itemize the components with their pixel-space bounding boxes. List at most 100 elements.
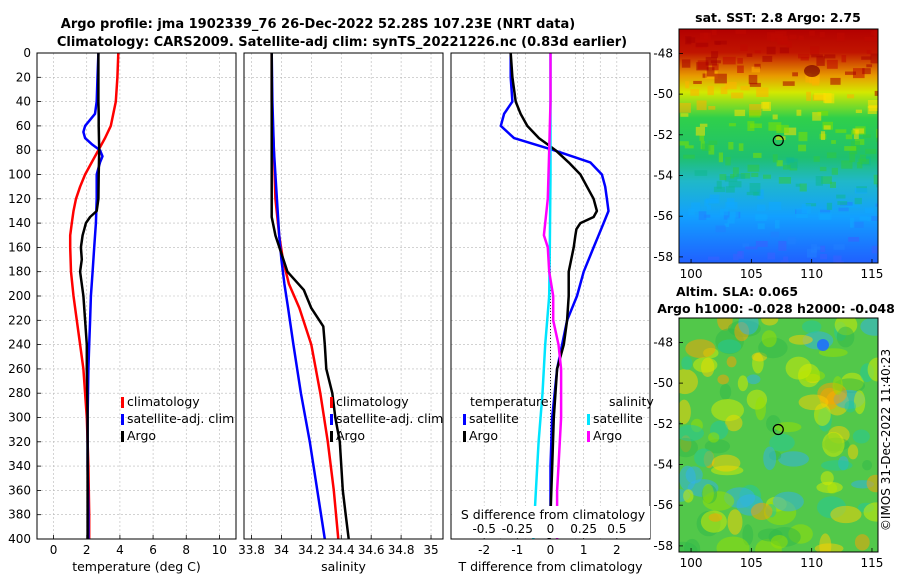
sla-texture bbox=[681, 356, 693, 370]
sst-texture bbox=[774, 220, 780, 229]
sst-texture bbox=[766, 46, 776, 55]
sst-texture bbox=[863, 134, 871, 138]
sla-texture bbox=[769, 434, 795, 452]
sst-texture bbox=[874, 90, 878, 96]
sst-texture bbox=[866, 64, 873, 68]
sst-texture bbox=[806, 91, 811, 101]
sst-texture bbox=[749, 104, 762, 112]
sla-texture bbox=[774, 422, 802, 433]
sst-texture bbox=[820, 245, 826, 252]
sst-texture bbox=[762, 101, 771, 111]
sst-texture bbox=[695, 42, 709, 47]
y-tick-label: 260 bbox=[8, 362, 31, 376]
sst-texture bbox=[854, 188, 868, 194]
sst-texture bbox=[810, 46, 820, 55]
sst-texture bbox=[729, 211, 739, 218]
sst-texture bbox=[736, 173, 746, 179]
sla-texture bbox=[727, 509, 743, 535]
y-tick-label: 100 bbox=[8, 168, 31, 182]
sst-texture bbox=[849, 152, 856, 163]
sst-texture bbox=[737, 65, 744, 73]
sst-texture bbox=[835, 129, 847, 133]
sst-texture bbox=[711, 51, 719, 58]
sla-texture bbox=[746, 374, 761, 385]
sst-texture bbox=[851, 130, 856, 135]
sst-texture bbox=[837, 201, 848, 205]
sla-texture bbox=[679, 399, 691, 425]
map-y-tick-label: -50 bbox=[653, 376, 673, 390]
sst-texture bbox=[787, 236, 796, 245]
sla-texture bbox=[822, 431, 845, 457]
sst-texture bbox=[833, 244, 845, 250]
sst-texture bbox=[681, 59, 691, 68]
map-y-tick-label: -58 bbox=[653, 250, 673, 264]
sst-texture bbox=[847, 94, 855, 99]
x-tick-label: 2 bbox=[83, 543, 91, 557]
sst-texture bbox=[708, 140, 718, 145]
legend-temp-satellite-label: satellite bbox=[469, 411, 519, 426]
sla-texture bbox=[719, 383, 732, 400]
sst-texture bbox=[745, 246, 758, 250]
y-tick-label: 240 bbox=[8, 338, 31, 352]
sla-texture bbox=[854, 534, 870, 551]
sst-texture bbox=[823, 93, 832, 103]
sst-texture bbox=[820, 131, 826, 140]
sla-texture bbox=[761, 318, 779, 326]
sst-texture bbox=[703, 214, 711, 218]
sst-texture bbox=[783, 164, 791, 170]
y-tick-label: 320 bbox=[8, 435, 31, 449]
sla-texture bbox=[737, 375, 749, 392]
sla-texture bbox=[704, 439, 731, 454]
sst-texture bbox=[699, 123, 708, 127]
sst-texture bbox=[838, 207, 849, 212]
sst-texture bbox=[740, 44, 748, 51]
sst-texture bbox=[705, 198, 719, 204]
s-tick-label: 0.25 bbox=[570, 522, 597, 536]
sla-texture bbox=[702, 484, 714, 504]
sst-texture bbox=[755, 214, 768, 220]
legend-satellite-label: satellite-adj. clim bbox=[127, 411, 234, 426]
sst-texture bbox=[725, 186, 735, 193]
sst-texture bbox=[699, 32, 711, 41]
sla-texture bbox=[708, 432, 720, 443]
sst-texture bbox=[684, 145, 694, 149]
sst-texture bbox=[724, 175, 738, 182]
sst-texture bbox=[779, 47, 790, 54]
s-tick-label: -0.5 bbox=[472, 522, 495, 536]
sst-texture bbox=[751, 172, 759, 177]
sla-texture bbox=[820, 471, 834, 486]
sst-texture bbox=[716, 180, 722, 189]
sst-texture bbox=[747, 164, 760, 172]
sla-texture bbox=[836, 326, 855, 348]
sst-texture bbox=[767, 252, 776, 260]
sst-texture bbox=[850, 217, 855, 228]
sst-texture bbox=[819, 32, 825, 38]
y-tick-label: 300 bbox=[8, 411, 31, 425]
sst-texture bbox=[865, 148, 877, 154]
plot-frame bbox=[243, 52, 444, 540]
map-y-tick-label: -50 bbox=[653, 87, 673, 101]
sla-texture bbox=[726, 356, 737, 368]
sst-texture bbox=[702, 73, 708, 78]
sst-texture bbox=[701, 143, 711, 151]
legend-climatology-label: climatology bbox=[127, 394, 200, 409]
legend-temp-argo-swatch bbox=[463, 431, 466, 442]
sst-texture bbox=[754, 63, 761, 69]
sst-texture bbox=[696, 100, 707, 111]
map-y-tick-label: -48 bbox=[653, 335, 673, 349]
map-x-tick-label: 105 bbox=[740, 556, 763, 570]
legend-climatology-swatch bbox=[121, 397, 124, 408]
sla-texture bbox=[738, 318, 759, 335]
sst-texture bbox=[747, 121, 755, 131]
sst-texture bbox=[864, 207, 874, 214]
series-sal-satellite-line bbox=[532, 53, 552, 540]
sst-texture bbox=[728, 142, 734, 150]
y-tick-label: 400 bbox=[8, 532, 31, 546]
sst-texture bbox=[737, 251, 742, 257]
sst-texture bbox=[767, 32, 775, 41]
sla-texture bbox=[711, 454, 741, 472]
s-axis-label: S difference from climatology bbox=[461, 507, 646, 522]
sst-texture bbox=[714, 73, 727, 84]
sst-texture bbox=[757, 189, 764, 200]
x-tick-label: 34 bbox=[274, 543, 289, 557]
